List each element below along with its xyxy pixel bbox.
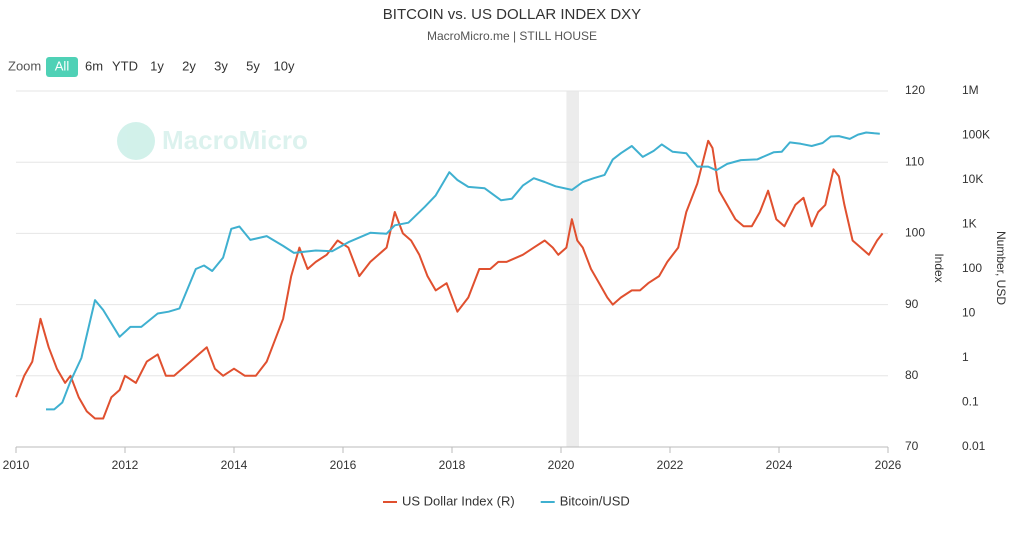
y-axis-title: Index [932, 253, 946, 282]
zoom-button[interactable]: 6m [85, 58, 103, 73]
watermark-logo [117, 122, 155, 160]
y-tick-label: 110 [905, 154, 924, 168]
zoom-button[interactable]: 1y [150, 58, 164, 73]
legend: US Dollar Index (R) Bitcoin/USD [383, 493, 630, 508]
legend-label[interactable]: Bitcoin/USD [560, 493, 630, 508]
zoom-label: Zoom [8, 58, 41, 73]
zoom-button[interactable]: 5y [246, 58, 260, 73]
y-tick-label: 80 [905, 368, 919, 382]
zoom-button[interactable]: 10y [274, 58, 295, 73]
y2-tick-label: 0.01 [962, 439, 986, 453]
shaded-period [566, 91, 579, 447]
series-line [15, 139, 884, 420]
plot-area: 7080901001101200.010.11101001K10K100K1M2… [3, 83, 990, 472]
zoom-button[interactable]: 2y [182, 58, 196, 73]
x-tick-label: 2016 [330, 458, 357, 472]
y2-tick-label: 1 [962, 350, 969, 364]
x-tick-label: 2026 [875, 458, 902, 472]
x-tick-label: 2020 [548, 458, 575, 472]
y2-tick-label: 1K [962, 217, 977, 231]
y-tick-label: 100 [905, 226, 925, 240]
x-tick-label: 2024 [766, 458, 793, 472]
x-tick-label: 2022 [657, 458, 684, 472]
zoom-button[interactable]: 3y [214, 58, 228, 73]
x-tick-label: 2018 [439, 458, 466, 472]
y2-axis-title: Number, USD [994, 231, 1008, 305]
zoom-button-bg[interactable] [46, 57, 78, 77]
x-tick-label: 2012 [112, 458, 139, 472]
series-line [46, 131, 880, 411]
y2-tick-label: 1M [962, 83, 979, 97]
zoom-button[interactable]: YTD [112, 58, 138, 73]
range-selector: Zoom All 6m YTD 1y 2y 3y 5y 10y [8, 57, 295, 77]
chart-subtitle: MacroMicro.me | STILL HOUSE [427, 29, 597, 43]
y-tick-label: 90 [905, 297, 919, 311]
y-tick-label: 120 [905, 83, 925, 97]
y2-tick-label: 10K [962, 172, 983, 186]
y2-tick-label: 0.1 [962, 395, 979, 409]
watermark: MacroMicro [162, 125, 308, 155]
y-tick-label: 70 [905, 439, 919, 453]
y2-tick-label: 100 [962, 261, 982, 275]
watermark-group: MacroMicro [117, 122, 308, 160]
y2-tick-label: 100K [962, 128, 990, 142]
legend-label[interactable]: US Dollar Index (R) [402, 493, 515, 508]
x-tick-label: 2014 [221, 458, 248, 472]
zoom-button[interactable]: All [55, 58, 70, 73]
chart-title: BITCOIN vs. US DOLLAR INDEX DXY [383, 6, 641, 23]
x-tick-label: 2010 [3, 458, 30, 472]
y2-tick-label: 10 [962, 306, 976, 320]
